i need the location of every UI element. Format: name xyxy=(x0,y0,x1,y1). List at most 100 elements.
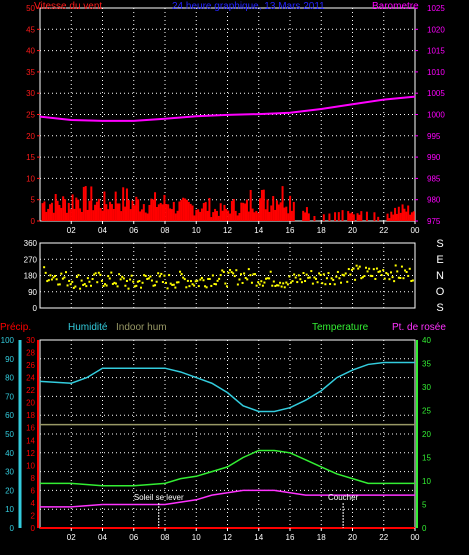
precip-tick-label: 26 xyxy=(26,361,35,370)
dew-point-line xyxy=(40,489,415,508)
wind-speed-bar xyxy=(191,205,194,221)
wind-direction-point xyxy=(246,278,249,281)
humidity-tick-label: 100 xyxy=(1,336,15,345)
wind-speed-bar xyxy=(409,214,412,221)
precip-legend: Précip. xyxy=(0,322,31,333)
wind-direction-point xyxy=(135,284,138,287)
wind-direction-point xyxy=(166,287,169,290)
wind-direction-point xyxy=(83,283,86,286)
wind-speed-bar xyxy=(167,204,170,221)
wind-direction-point xyxy=(188,285,191,288)
wind-direction-point xyxy=(411,279,414,282)
wind-direction-point xyxy=(133,285,136,288)
wind-speed-bar xyxy=(189,203,192,221)
wind-direction-grid xyxy=(40,243,415,308)
wind-direction-point xyxy=(118,273,121,276)
wind-speed-bar xyxy=(253,212,256,221)
top-x-tick-label: 14 xyxy=(254,226,263,235)
wind-speed-bar xyxy=(287,213,290,221)
wind-direction-point xyxy=(65,271,67,274)
precip-tick-label: 24 xyxy=(26,374,35,383)
wind-speed-bar xyxy=(65,212,68,221)
wind-speed-bar xyxy=(127,200,130,221)
temperature-legend: Temperature xyxy=(312,322,369,333)
wind-speed-bar xyxy=(217,215,220,221)
wind-direction-point xyxy=(113,281,116,284)
wind-speed-bar xyxy=(262,189,265,221)
precip-tick-label: 8 xyxy=(31,474,36,483)
wind-direction-point xyxy=(355,264,358,267)
wind-speed-bar xyxy=(305,207,308,221)
wind-direction-point xyxy=(315,277,317,280)
barometer-axis-label: Barometre xyxy=(372,1,419,12)
wind-direction-point xyxy=(177,281,180,284)
wind-direction-point xyxy=(161,281,164,284)
wind-speed-bar xyxy=(43,201,46,221)
wind-direction-point xyxy=(80,279,83,282)
wind-direction-point xyxy=(388,278,391,281)
top-x-tick-label: 16 xyxy=(286,226,295,235)
wind-speed-bar xyxy=(407,205,410,221)
wind-speed-bar xyxy=(240,202,243,221)
humidity-tick-label: 0 xyxy=(10,524,15,533)
wind-direction-point xyxy=(283,286,286,289)
bottom-x-tick-label: 06 xyxy=(129,533,138,542)
wind-speed-bar xyxy=(208,197,211,221)
barometer-tick-label: 980 xyxy=(427,196,441,205)
wind-speed-bar xyxy=(146,213,149,221)
wind-direction-point xyxy=(349,273,352,276)
wind-direction-point xyxy=(74,285,77,288)
wind-speed-bar xyxy=(195,209,198,221)
wind-direction-point xyxy=(241,281,244,284)
wind-direction-point xyxy=(57,283,60,286)
bottom-x-tick-label: 08 xyxy=(161,533,170,542)
wind-direction-point xyxy=(175,281,178,284)
wind-direction-point xyxy=(43,266,46,269)
wind-direction-point xyxy=(310,270,313,273)
wind-direction-point xyxy=(54,274,57,277)
wind-speed-bar xyxy=(84,186,87,221)
wind-speed-bar xyxy=(101,210,104,221)
wind-speed-bar xyxy=(356,213,359,221)
wind-direction-point xyxy=(265,277,267,280)
top-x-tick-label: 06 xyxy=(129,226,138,235)
wind-direction-point xyxy=(163,274,166,277)
wind-direction-point xyxy=(374,277,377,280)
wind-direction-point xyxy=(271,284,274,287)
wind-direction-point xyxy=(208,277,211,280)
wind-direction-point xyxy=(143,274,146,277)
wind-speed-bar xyxy=(95,201,98,221)
wind-direction-point xyxy=(400,265,403,268)
wind-direction-point xyxy=(252,273,255,276)
precip-tick-label: 20 xyxy=(26,399,35,408)
wind-direction-point xyxy=(375,267,378,270)
wind-direction-point xyxy=(124,284,127,287)
wind-direction-point xyxy=(150,279,153,282)
precip-tick-label: 12 xyxy=(26,449,35,458)
top-x-tick-label: 20 xyxy=(348,226,357,235)
wind-direction-point xyxy=(372,268,375,271)
wind-direction-point xyxy=(347,268,350,271)
wind-speed-bar xyxy=(341,210,344,221)
wind-speed-bar xyxy=(405,211,408,221)
wind-direction-point xyxy=(55,278,58,281)
wind-direction-point xyxy=(290,281,292,284)
top-x-axis-ticks: 02 04 06 08 10 12 14 16 18 20 22 00 xyxy=(67,221,420,235)
wind-direction-point xyxy=(149,275,152,278)
wind-direction-point xyxy=(155,280,158,283)
wind-direction-point xyxy=(216,279,219,282)
wind-speed-bar xyxy=(133,205,136,221)
wind-speed-bar xyxy=(144,212,147,221)
wind-speed-bar xyxy=(352,214,355,221)
wind-direction-point xyxy=(249,274,252,277)
wind-direction-point xyxy=(210,284,213,287)
wind-speed-bar xyxy=(150,198,153,221)
wind-direction-point xyxy=(408,267,411,270)
wind-direction-point xyxy=(311,282,314,285)
wind-direction-point xyxy=(115,282,117,285)
wind-speed-bar xyxy=(206,210,209,221)
wind-direction-point xyxy=(240,273,242,276)
compass-label: N xyxy=(436,270,444,282)
wind-speed-bar xyxy=(120,211,123,221)
